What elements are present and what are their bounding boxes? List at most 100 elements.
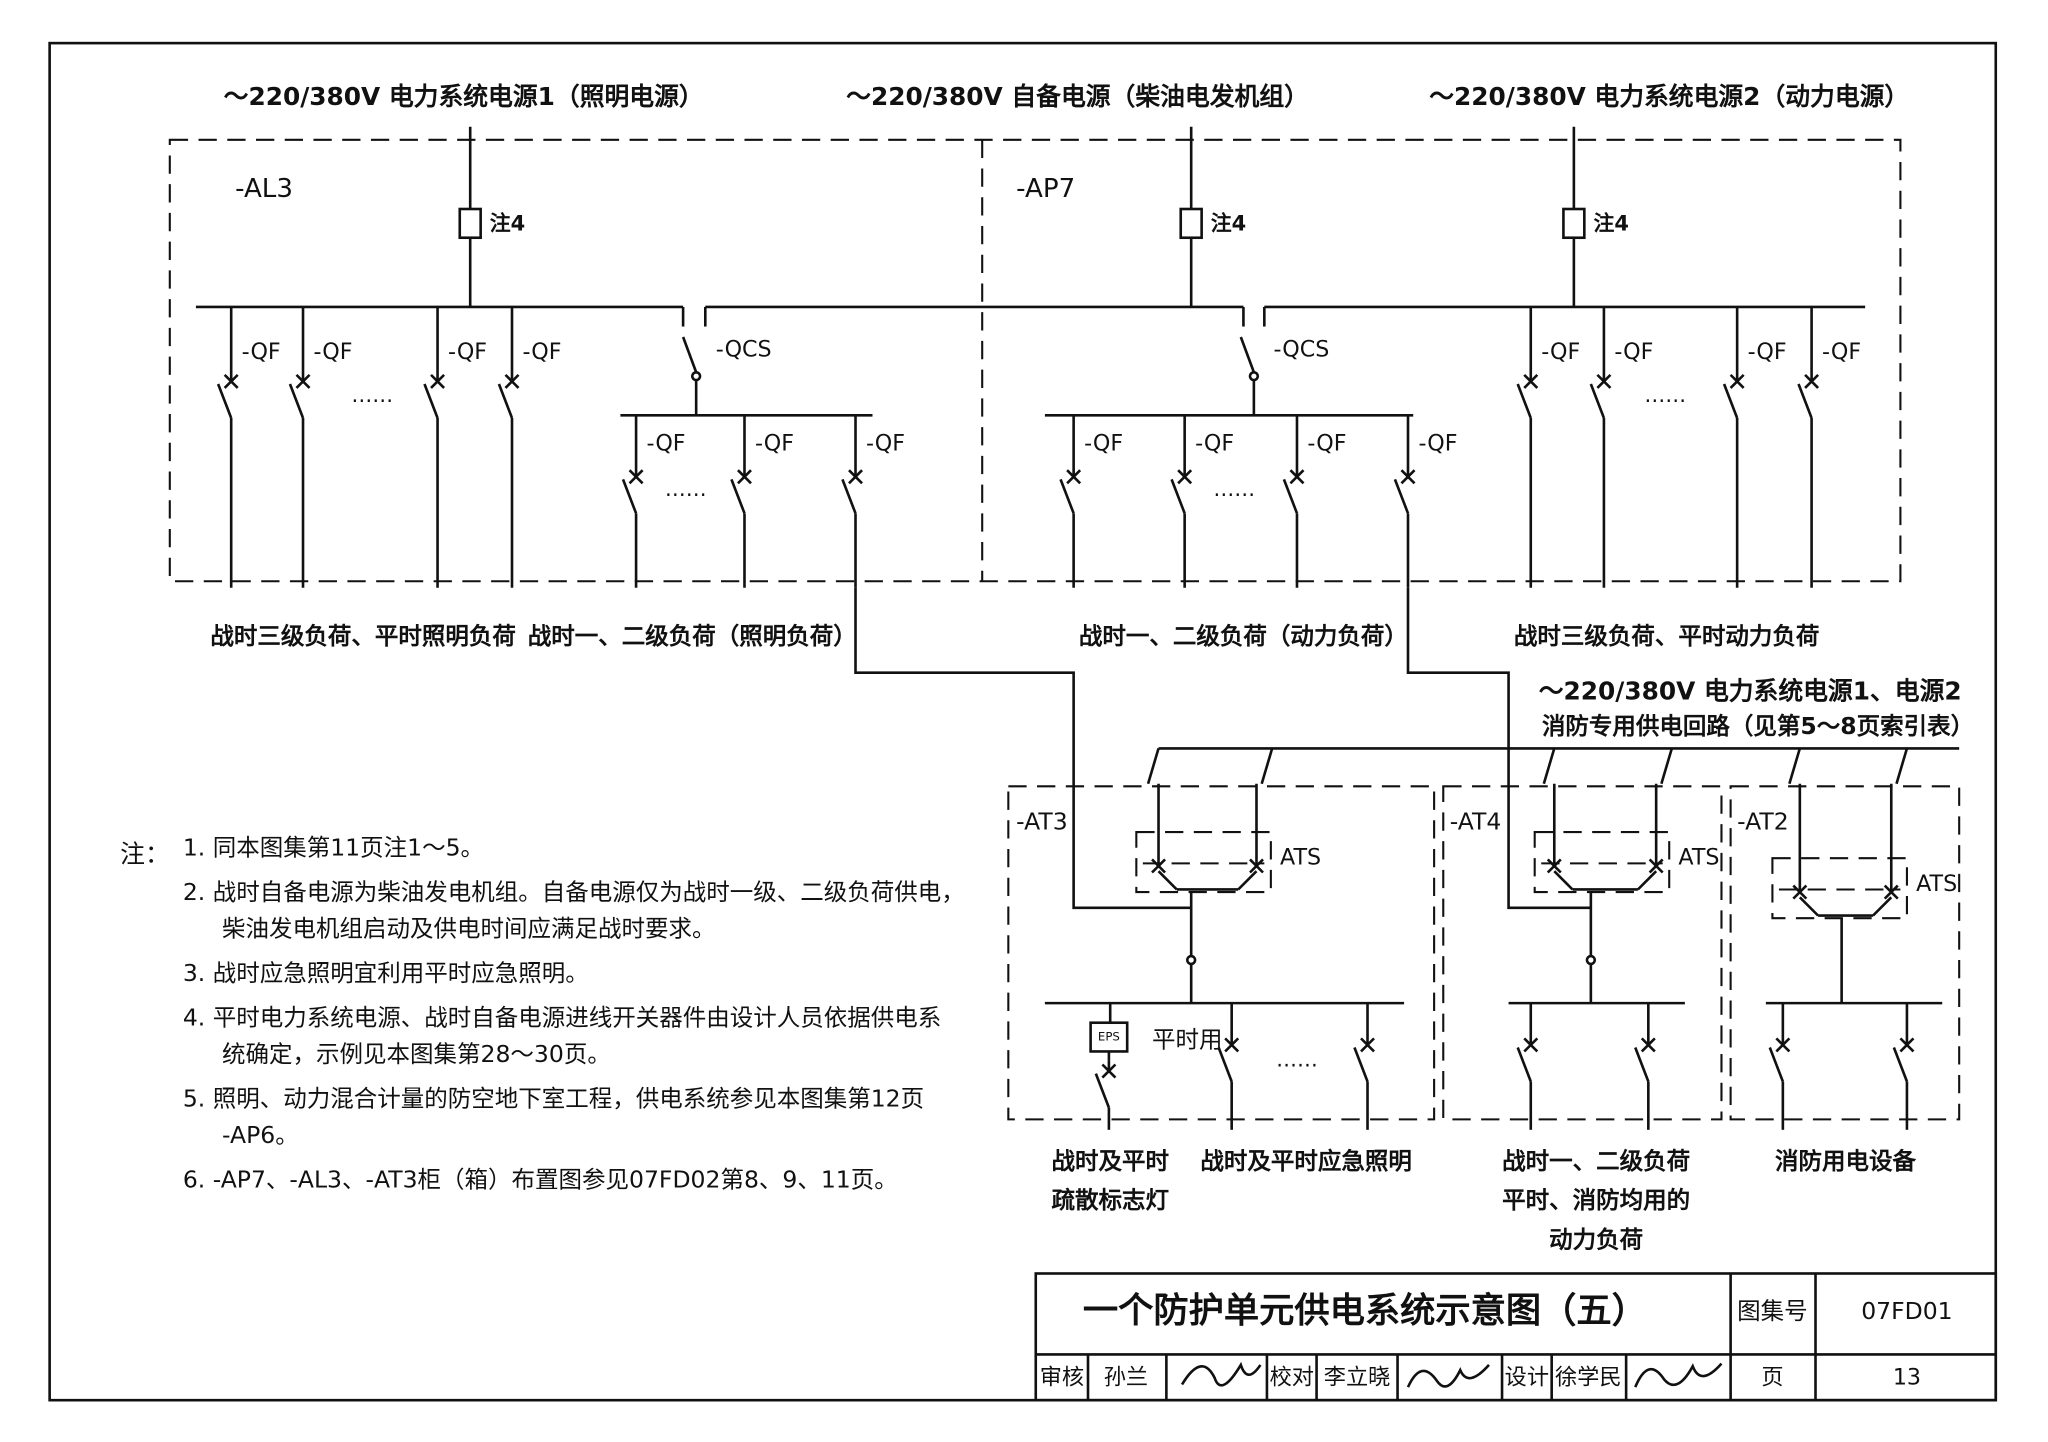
label: -QF	[1195, 431, 1234, 457]
label: 1. 同本图集第11页注1～5。	[183, 834, 484, 862]
wire	[1729, 373, 1745, 389]
label: ……	[1213, 477, 1255, 501]
contact	[1185, 954, 1197, 966]
label: 统确定，示例见本图集第28～30页。	[222, 1040, 611, 1068]
label: -AP7	[1016, 174, 1075, 204]
label: 注：	[120, 840, 170, 869]
wire	[1768, 1047, 1785, 1082]
wire	[1249, 858, 1264, 874]
wire	[295, 373, 311, 389]
fuse	[1562, 207, 1586, 240]
label: -QF	[1541, 339, 1580, 365]
wire	[504, 373, 520, 389]
label: 校对	[1270, 1364, 1314, 1390]
ats-box	[1533, 830, 1671, 894]
ats-box	[1135, 830, 1272, 894]
wire	[1260, 748, 1274, 785]
wire	[1788, 748, 1802, 785]
label: 注4	[490, 212, 525, 236]
wire	[1151, 858, 1166, 874]
fuse	[458, 207, 482, 240]
panel-box	[168, 138, 1902, 583]
label: 消防用电设备	[1775, 1147, 1916, 1175]
wire	[1177, 469, 1193, 485]
wire	[1899, 1037, 1915, 1053]
wire	[1640, 1037, 1656, 1053]
label: 3. 战时应急照明宜利用平时应急照明。	[183, 959, 589, 987]
wire	[1895, 748, 1909, 785]
label: 李立晓	[1324, 1364, 1391, 1390]
label: ～220/380V 电力系统电源1（照明电源）	[224, 82, 704, 111]
label: 07FD01	[1861, 1297, 1952, 1325]
label: -QF	[647, 431, 686, 457]
wire	[1660, 748, 1674, 785]
label: 战时一、二级负荷（动力负荷）	[1079, 622, 1408, 650]
label: 疏散标志灯	[1051, 1186, 1169, 1214]
label: ……	[665, 477, 707, 501]
label: -AT4	[1450, 807, 1502, 835]
wire	[1400, 469, 1416, 485]
contact	[690, 370, 702, 382]
panel-box	[1729, 785, 1961, 1121]
wire	[1523, 1037, 1539, 1053]
label: -AP6。	[222, 1121, 299, 1149]
wire	[288, 383, 305, 419]
label: 设计	[1505, 1364, 1549, 1390]
wire	[1516, 383, 1532, 419]
label: 注4	[1593, 212, 1628, 236]
label: ～220/380V 自备电源（柴油电发机组）	[846, 82, 1309, 111]
label: -QF	[1307, 431, 1346, 457]
wire	[223, 373, 239, 389]
wire	[1094, 1073, 1111, 1109]
label: 柴油发电机组启动及供电时间应满足战时要求。	[222, 914, 716, 942]
wire	[681, 336, 698, 373]
wire	[1648, 858, 1664, 874]
signature	[1180, 1361, 1262, 1387]
label: EPS	[1098, 1030, 1120, 1044]
label: -QF	[1084, 431, 1123, 457]
label: 战时三级负荷、平时动力负荷	[1514, 622, 1820, 650]
label: 孙兰	[1104, 1364, 1148, 1390]
label: -QF	[1614, 339, 1653, 365]
wire	[216, 383, 233, 419]
label: 一个防护单元供电系统示意图（五）	[1083, 1291, 1647, 1332]
wire	[1393, 478, 1410, 514]
label: -QF	[755, 431, 794, 457]
label: ATS	[1280, 845, 1321, 871]
frame	[48, 41, 1998, 1402]
label: -AT3	[1016, 807, 1068, 835]
label: -QCS	[716, 337, 772, 363]
wire	[1596, 373, 1612, 389]
wire	[1797, 383, 1813, 419]
wire	[730, 478, 746, 514]
feeder	[854, 587, 1192, 910]
label: 动力负荷	[1549, 1225, 1643, 1253]
wire	[1289, 469, 1305, 485]
wire	[1360, 1037, 1375, 1053]
contact	[1585, 954, 1597, 966]
wire	[1157, 870, 1178, 891]
fuse	[1179, 207, 1203, 240]
wire	[1353, 1047, 1369, 1082]
label: ……	[1644, 383, 1686, 407]
wire	[1282, 478, 1299, 514]
label: 战时一、二级负荷（照明负荷）	[528, 622, 857, 650]
label: 13	[1893, 1364, 1921, 1390]
label: -QF	[1822, 339, 1861, 365]
ats-box	[1771, 857, 1908, 920]
wire	[841, 478, 857, 514]
wire	[1775, 1037, 1791, 1053]
wire	[1798, 896, 1820, 917]
wire	[1101, 1063, 1117, 1079]
wire	[1066, 469, 1082, 485]
wire	[1170, 478, 1186, 514]
wire	[1553, 870, 1574, 891]
label: ATS	[1678, 845, 1719, 871]
label: 战时及平时	[1051, 1147, 1169, 1175]
wire	[1546, 858, 1562, 874]
wire	[1589, 383, 1606, 419]
label: ……	[351, 383, 393, 407]
label: -QF	[448, 339, 487, 365]
label: -QCS	[1273, 337, 1329, 363]
